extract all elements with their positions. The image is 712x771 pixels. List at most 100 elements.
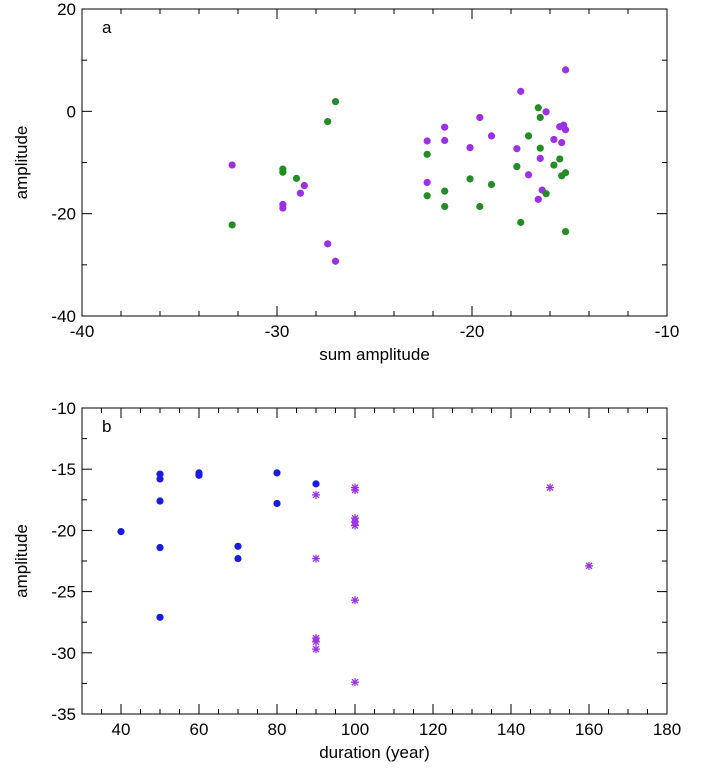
data-point <box>300 181 308 190</box>
data-point <box>513 145 521 153</box>
data-point <box>234 554 242 563</box>
y-tick-label: -10 <box>51 399 76 418</box>
data-point <box>279 168 287 176</box>
data-point <box>441 123 449 131</box>
data-point <box>487 132 496 140</box>
data-point <box>279 204 287 212</box>
data-point-asterisk <box>546 483 554 492</box>
data-point <box>562 66 570 74</box>
data-point <box>423 192 431 200</box>
data-point <box>550 161 558 169</box>
x-tick-label: 100 <box>341 720 369 739</box>
data-point <box>476 113 484 122</box>
data-point-asterisk <box>312 637 320 646</box>
data-point <box>534 195 542 203</box>
x-tick-label: 180 <box>653 720 681 739</box>
x-tick-label: 120 <box>419 720 447 739</box>
data-point <box>273 469 281 477</box>
data-point <box>476 202 484 211</box>
data-point <box>524 171 533 179</box>
data-point <box>562 227 570 236</box>
data-point <box>423 150 431 158</box>
data-point-asterisk <box>585 561 593 570</box>
x-axis-label: duration (year) <box>319 743 430 762</box>
panel-label: a <box>102 18 112 37</box>
data-point <box>441 136 449 145</box>
data-point <box>562 169 570 177</box>
y-axis-label: amplitude <box>12 524 31 598</box>
y-tick-label: -35 <box>51 705 76 724</box>
y-tick-label: -20 <box>51 205 76 224</box>
y-tick-label: 0 <box>67 102 76 121</box>
x-tick-label: 140 <box>497 720 525 739</box>
data-point <box>441 202 449 211</box>
data-point <box>296 189 304 197</box>
data-point <box>423 178 431 187</box>
data-point <box>550 135 558 144</box>
data-point <box>466 175 474 183</box>
x-tick-label: -20 <box>460 322 485 341</box>
y-tick-label: -15 <box>51 460 76 479</box>
panel-a-scatter-plot: -40 -30 -20 -10 -40 -20 0 20 sum amplitude amplit… <box>12 0 679 364</box>
data-point <box>562 126 570 134</box>
data-point <box>292 174 301 182</box>
data-point <box>517 87 525 95</box>
y-axis-label: amplitude <box>12 126 31 200</box>
data-point-asterisk <box>351 678 359 687</box>
data-point-asterisk <box>312 645 320 654</box>
data-point <box>536 154 544 163</box>
data-point <box>556 155 564 163</box>
data-point <box>513 162 521 171</box>
data-point <box>331 98 340 106</box>
data-point <box>542 190 550 198</box>
data-point <box>487 180 496 189</box>
y-tick-label: -25 <box>51 583 76 602</box>
x-axis-label: sum amplitude <box>319 345 430 364</box>
data-point-asterisk <box>312 490 320 499</box>
x-tick-label: 40 <box>112 720 131 739</box>
data-point <box>324 117 332 126</box>
data-point <box>312 480 320 488</box>
data-point <box>195 471 203 479</box>
data-point-asterisk <box>351 521 359 530</box>
data-point <box>117 528 125 536</box>
data-point <box>228 161 236 169</box>
data-point <box>441 187 449 195</box>
data-point-asterisk <box>312 554 320 563</box>
data-point <box>156 543 164 552</box>
x-tick-label: 160 <box>575 720 603 739</box>
x-tick-label: 80 <box>268 720 287 739</box>
x-tick-label: -10 <box>655 322 680 341</box>
panel-label: b <box>102 417 111 436</box>
data-point <box>536 144 544 152</box>
data-point-asterisk <box>351 596 359 605</box>
y-tick-label: -40 <box>51 307 76 326</box>
data-point <box>273 499 281 508</box>
panel-b-scatter-plot: 40 60 80 100 120 140 160 180 -35 -30 -25 -20 -15 -10 d… <box>12 399 681 762</box>
y-tick-label: 20 <box>57 0 76 19</box>
data-point <box>534 104 542 112</box>
data-point <box>156 475 164 483</box>
data-point <box>324 240 332 248</box>
data-point <box>536 113 544 122</box>
data-point <box>466 144 474 152</box>
data-point <box>542 108 550 116</box>
data-point <box>228 221 236 229</box>
x-tick-label: -30 <box>265 322 290 341</box>
y-tick-label: -20 <box>51 521 76 540</box>
data-point <box>234 542 242 550</box>
data-point <box>558 138 566 147</box>
y-tick-label: -30 <box>51 644 76 663</box>
data-point <box>156 613 164 621</box>
x-tick-label: -40 <box>70 322 95 341</box>
data-point <box>423 137 431 145</box>
plot-frame <box>81 407 668 715</box>
plot-frame <box>81 8 668 317</box>
data-point-asterisk <box>351 486 359 495</box>
data-point <box>524 132 533 140</box>
data-point <box>331 257 340 265</box>
data-point <box>517 218 525 226</box>
x-tick-label: 60 <box>190 720 209 739</box>
data-point <box>156 497 164 505</box>
